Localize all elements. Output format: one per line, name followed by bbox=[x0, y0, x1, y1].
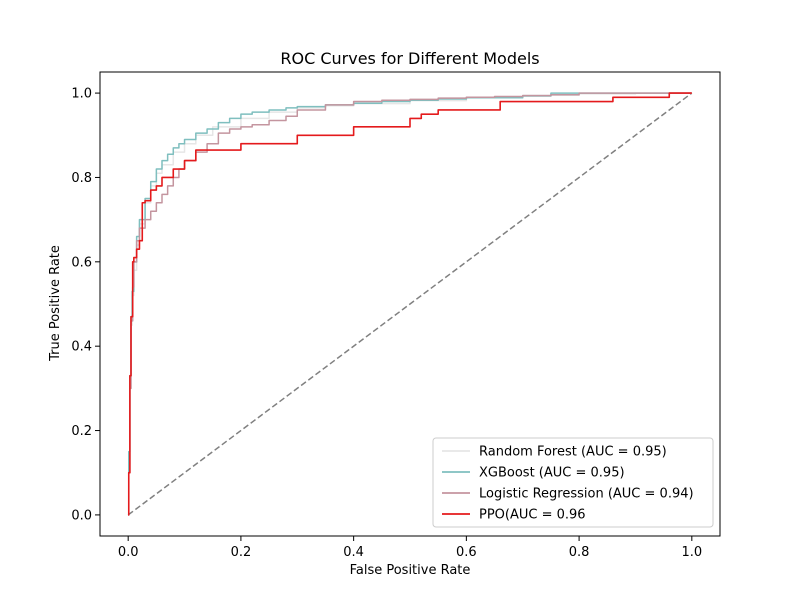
y-tick-label: 0.6 bbox=[71, 255, 92, 270]
plot-frame bbox=[99, 71, 721, 537]
y-tick-label: 0.0 bbox=[71, 508, 92, 523]
x-tick-label: 0.2 bbox=[231, 545, 252, 560]
x-tick-label: 0.8 bbox=[569, 545, 590, 560]
series-line-3 bbox=[127, 92, 692, 516]
y-tick-label: 1.0 bbox=[71, 87, 92, 102]
y-tick-label: 0.4 bbox=[71, 340, 92, 355]
y-axis-ticks: 0.0 0.2 0.4 0.6 0.8 1.0 bbox=[71, 87, 100, 523]
x-axis-label: False Positive Rate bbox=[350, 563, 471, 578]
x-tick-label: 0.6 bbox=[456, 545, 477, 560]
legend-label-0: Random Forest (AUC = 0.95) bbox=[479, 445, 667, 460]
legend-label-3: PPO(AUC = 0.96 bbox=[479, 508, 586, 523]
chance-diagonal-line bbox=[127, 92, 693, 516]
y-tick-label: 0.2 bbox=[71, 424, 92, 439]
legend-box bbox=[432, 437, 714, 528]
y-tick-label: 0.8 bbox=[71, 171, 92, 186]
x-tick-label: 0.0 bbox=[118, 545, 139, 560]
legend-label-1: XGBoost (AUC = 0.95) bbox=[479, 466, 625, 481]
series-layer bbox=[127, 92, 692, 516]
chart-title: ROC Curves for Different Models bbox=[280, 49, 539, 68]
x-tick-label: 0.4 bbox=[343, 545, 364, 560]
x-tick-label: 1.0 bbox=[681, 545, 702, 560]
legend-label-2: Logistic Regression (AUC = 0.94) bbox=[479, 487, 694, 502]
diagonal-layer bbox=[127, 92, 693, 516]
series-line-2 bbox=[128, 92, 692, 516]
legend: Random Forest (AUC = 0.95) XGBoost (AUC =… bbox=[432, 437, 714, 528]
y-axis-label: True Positive Rate bbox=[48, 245, 63, 362]
x-axis-ticks: 0.0 0.2 0.4 0.6 0.8 1.0 bbox=[118, 536, 702, 560]
